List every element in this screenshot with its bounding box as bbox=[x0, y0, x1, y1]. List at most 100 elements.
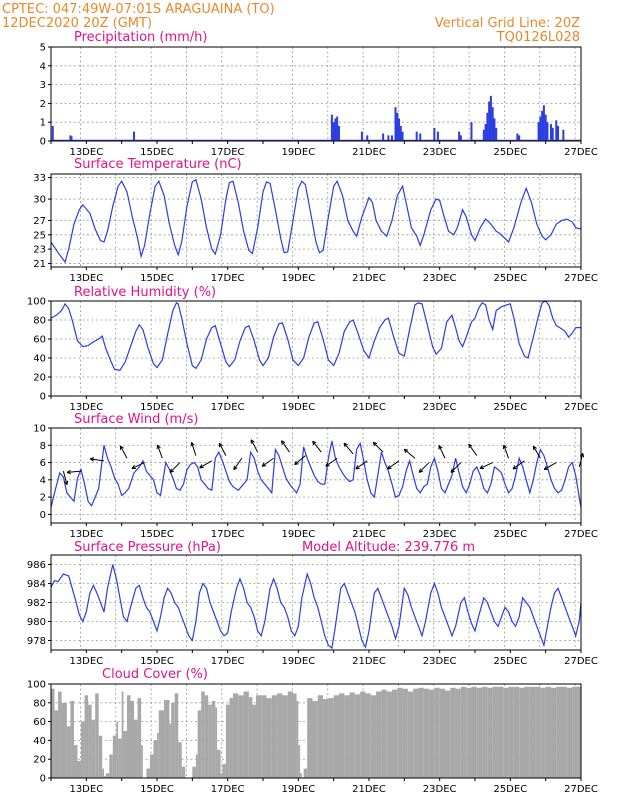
cloud-bar bbox=[450, 687, 456, 778]
cloud-bar bbox=[146, 768, 150, 778]
cloud-bar bbox=[61, 702, 67, 778]
wind-vector-shaft bbox=[325, 457, 338, 467]
precip-bar bbox=[482, 129, 485, 141]
cloud-xtick-label: 25DEC bbox=[493, 784, 527, 795]
pressure-xtick-label: 17DEC bbox=[211, 656, 245, 667]
cloud-bar bbox=[130, 700, 135, 778]
cloud-bar bbox=[181, 766, 186, 778]
wind-vector-head bbox=[280, 440, 286, 445]
cloud-bar bbox=[201, 691, 205, 778]
cloud-bar bbox=[460, 686, 467, 778]
precip-bar bbox=[539, 116, 542, 141]
cloud-bar bbox=[376, 691, 382, 778]
cloud-xtick-label: 21DEC bbox=[352, 784, 386, 795]
cloud-bar bbox=[169, 723, 172, 778]
precip-bar bbox=[401, 131, 404, 141]
wind-vector-shaft bbox=[261, 457, 274, 467]
cloud-xtick-label: 23DEC bbox=[423, 784, 457, 795]
precip-bar bbox=[332, 122, 335, 141]
cloud-bar bbox=[157, 732, 159, 778]
wind-vector-head bbox=[199, 464, 204, 469]
cloud-bar bbox=[77, 761, 82, 778]
precip-bar bbox=[488, 101, 491, 141]
pressure-series-line bbox=[50, 564, 582, 650]
cloud-bar bbox=[572, 686, 578, 778]
wind-vector-head bbox=[312, 440, 317, 446]
temperature-xtick-label: 21DEC bbox=[352, 273, 386, 284]
cloud-bar bbox=[391, 689, 398, 778]
precipitation-xtick-label: 19DEC bbox=[281, 147, 315, 158]
precipitation-xtick-label: 21DEC bbox=[352, 147, 386, 158]
wind-series-line bbox=[50, 440, 582, 508]
temperature-xtick-label: 15DEC bbox=[140, 273, 174, 284]
cloud-bar bbox=[508, 686, 514, 778]
wind-vector-head bbox=[190, 441, 195, 447]
pressure-xtick-label: 27DEC bbox=[564, 656, 598, 667]
precip-bar bbox=[398, 118, 401, 141]
cloud-bar bbox=[158, 710, 165, 778]
cloud-bar bbox=[312, 700, 318, 778]
cloud-bar bbox=[298, 745, 301, 778]
wind-vector-shaft bbox=[62, 471, 68, 485]
wind-vector-head bbox=[250, 439, 255, 444]
cloud-bar bbox=[98, 735, 103, 778]
precip-bar bbox=[551, 127, 554, 141]
wind-vector-head bbox=[294, 460, 299, 466]
wind-vector-head bbox=[479, 465, 484, 470]
humidity-ytick-label: 80 bbox=[33, 316, 46, 327]
wind-vector-head bbox=[438, 445, 443, 450]
precip-bar bbox=[399, 125, 402, 141]
precipitation-panel: Precipitation (mm/h) 0 1 2 3 4 5 13DEC 15DEC 17DE… bbox=[40, 30, 598, 158]
wind-vector bbox=[250, 439, 259, 453]
precipitation-xtick-label: 17DEC bbox=[211, 147, 245, 158]
cloud-bar bbox=[195, 754, 198, 778]
cloud-bar bbox=[386, 691, 392, 778]
cloud-bar bbox=[220, 773, 223, 778]
wind-vector-head bbox=[261, 462, 267, 467]
cloud-bar bbox=[105, 773, 110, 778]
wind-vector-head bbox=[63, 480, 69, 486]
cloud-ytick-label: 100 bbox=[27, 680, 46, 691]
wind-vector-shaft bbox=[403, 448, 416, 459]
cloud-bar bbox=[255, 695, 262, 778]
cloud-bar bbox=[287, 691, 294, 778]
wind-vector-shaft bbox=[294, 455, 306, 466]
wind-vector-shaft bbox=[468, 443, 478, 456]
wind-vector bbox=[233, 457, 243, 471]
pressure-title: Surface Pressure (hPa) bbox=[74, 540, 221, 555]
wind-ytick-label: 4 bbox=[40, 475, 46, 486]
cloud-bar bbox=[476, 687, 483, 778]
wind-vector-head bbox=[512, 465, 518, 470]
wind-vector bbox=[280, 440, 290, 453]
cloud-bar bbox=[109, 754, 113, 778]
wind-vector bbox=[502, 444, 510, 459]
wind-vector-head bbox=[131, 465, 136, 470]
wind-vector bbox=[438, 445, 446, 459]
cloud-bar bbox=[513, 686, 520, 778]
cloud-ytick-label: 80 bbox=[33, 698, 46, 709]
wind-vector bbox=[372, 441, 384, 453]
wind-vector-shaft bbox=[90, 458, 105, 462]
temperature-ytick-label: 25 bbox=[33, 230, 46, 241]
humidity-series-line bbox=[50, 300, 581, 372]
precip-bar bbox=[544, 114, 547, 141]
cloud-bar bbox=[413, 688, 419, 778]
precip-bar bbox=[542, 105, 545, 141]
cloud-bar bbox=[402, 688, 408, 778]
precipitation-ytick-label: 5 bbox=[40, 43, 46, 54]
temperature-panel: Surface Temperature (nC) 21 23 25 27 30 33 13DE… bbox=[33, 157, 598, 284]
cloud-bar bbox=[566, 687, 573, 778]
wind-vector-head bbox=[66, 469, 72, 475]
cloud-bar bbox=[497, 686, 504, 778]
cloud-bar bbox=[51, 688, 55, 778]
pressure-ytick-label: 984 bbox=[27, 579, 46, 590]
temperature-xtick-label: 27DEC bbox=[564, 273, 598, 284]
cloud-bar bbox=[328, 698, 334, 778]
cloud-bar bbox=[519, 687, 525, 778]
cloud-bar bbox=[95, 693, 99, 778]
cloud-bar bbox=[303, 768, 308, 778]
wind-vector bbox=[343, 442, 354, 455]
cloud-bar bbox=[360, 691, 366, 778]
humidity-xtick-label: 21DEC bbox=[352, 402, 386, 413]
